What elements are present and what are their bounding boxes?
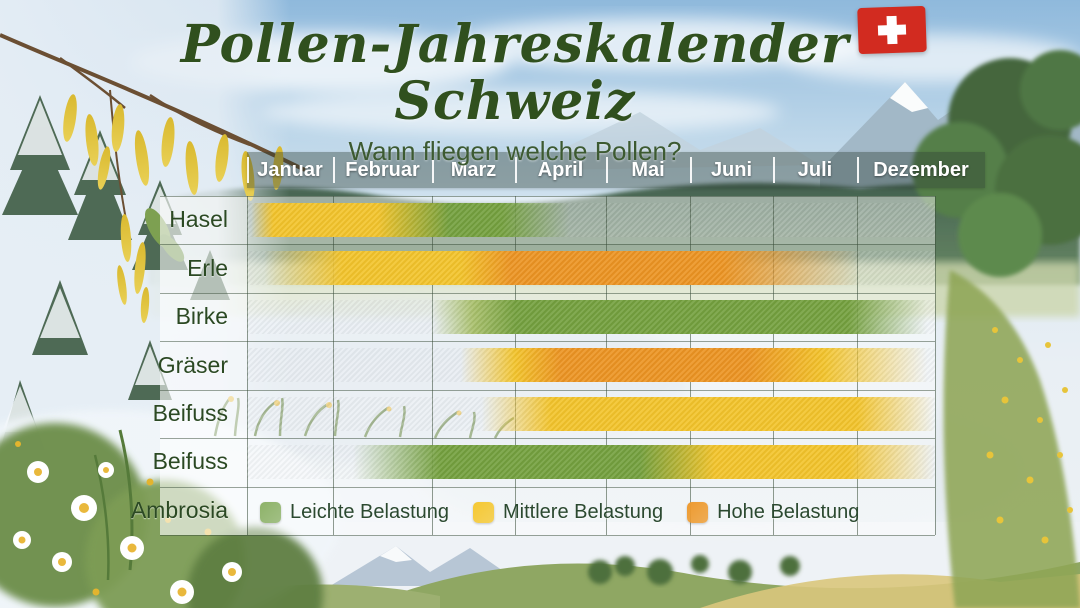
month-label: Juni (710, 158, 753, 181)
legend-item: Mittlere Belastung (473, 501, 663, 524)
legend-swatch (260, 501, 281, 523)
month-label: Januar (257, 158, 323, 181)
month-label: Dezember (873, 158, 969, 181)
legend-label: Mittlere Belastung (503, 500, 664, 523)
grid-hline (160, 244, 935, 245)
grid-hline (160, 196, 935, 197)
flag-cross-horizontal (877, 24, 907, 36)
legend-item: Hohe Belastung (687, 501, 859, 524)
pollen-bar-erle (247, 251, 935, 286)
month-header-april: April (515, 152, 606, 188)
month-header-juni: Juni (690, 152, 773, 188)
row-label-beifuss: Beifuss (152, 448, 228, 475)
month-separator (606, 157, 608, 183)
month-label: Juli (797, 158, 833, 181)
grid-hline (160, 293, 935, 294)
legend: Leichte Belastung Mittlere Belastung Hohe … (260, 497, 859, 527)
month-label: Februar (345, 158, 420, 181)
month-label: Marz (450, 158, 497, 181)
month-separator (515, 157, 517, 183)
month-header-juli: Juli (773, 152, 857, 188)
row-band-ambrosia (160, 486, 935, 535)
pollen-bar-beifuss (247, 445, 935, 480)
row-label-beifuss: Beifuss (152, 399, 228, 426)
pollen-bar-hasel (247, 203, 935, 237)
catkin-cluster (63, 94, 284, 323)
flower-bush (0, 423, 323, 608)
month-label: April (537, 158, 584, 181)
month-header-februar: Februar (333, 152, 432, 188)
hazel-branch (0, 33, 306, 323)
month-header-marz: Marz (432, 152, 515, 188)
month-separator (773, 157, 775, 183)
legend-swatch (687, 501, 709, 523)
pollen-bar-beifuss (247, 396, 935, 431)
legend-label: Hohe Belastung (717, 500, 860, 523)
pollen-table: Hasel Erle Birke Gräser Beifuss Beifuss Ambros… (131, 196, 936, 536)
month-header-dezember: Dezember (857, 152, 985, 188)
month-separator (432, 157, 434, 183)
row-label-erle: Erle (187, 254, 228, 281)
pollen-bar-gräser (247, 348, 935, 383)
month-separator (333, 157, 335, 183)
page-subtitle: Wann fliegen welche Pollen? (348, 136, 682, 167)
grid-vline (935, 196, 936, 535)
row-label-gräser: Gräser (157, 351, 228, 378)
grid-hline (160, 341, 935, 342)
row-label-hasel: Hasel (169, 206, 228, 233)
row-label-birke: Birke (175, 303, 228, 330)
month-header-januar: Januar (247, 152, 333, 188)
month-label: Mai (631, 158, 665, 181)
tree-top-right (912, 50, 1080, 277)
legend-swatch (473, 501, 495, 523)
month-header-mai: Mai (606, 152, 690, 188)
right-meadow (943, 270, 1080, 608)
daisies (13, 441, 242, 604)
legend-item: Leichte Belastung (260, 501, 449, 524)
legend-label: Leichte Belastung (290, 500, 450, 523)
month-separator (247, 157, 249, 183)
month-separator (690, 157, 692, 183)
month-separator (857, 157, 859, 183)
grid-hline (160, 390, 935, 391)
header: Pollen-Jahreskalender Schweiz Wann flieg… (120, 16, 910, 167)
grid-hline (160, 535, 935, 536)
pollen-bar-birke (247, 299, 935, 334)
swiss-flag-icon (857, 5, 927, 55)
leaf (159, 234, 185, 262)
page-title: Pollen-Jahreskalender Schweiz (180, 14, 850, 133)
grid-hline (160, 487, 935, 488)
grid-hline (160, 438, 935, 439)
month-header-band: Januar Februar Marz April Mai Juni Juli Dezembe… (247, 152, 985, 188)
row-label-column (160, 196, 247, 535)
row-label-ambrosia: Ambrosia (130, 496, 228, 523)
